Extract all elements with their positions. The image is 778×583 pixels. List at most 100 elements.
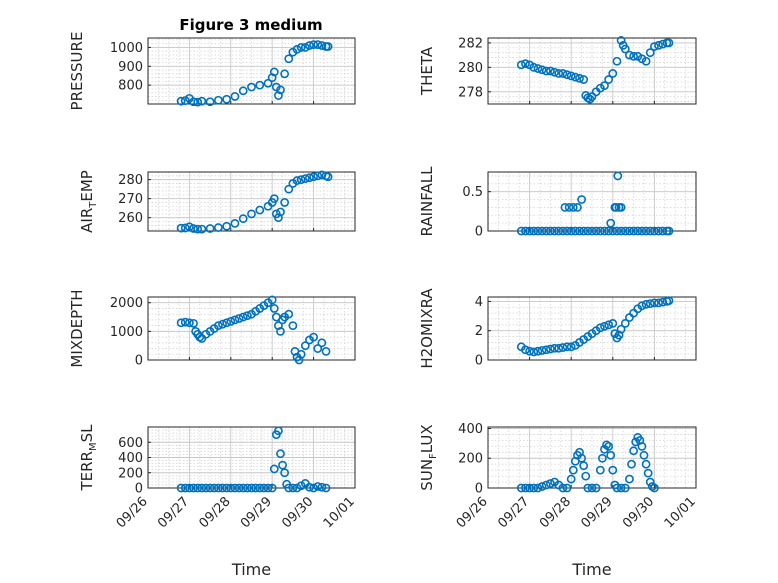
data-point (533, 346, 543, 356)
data-point (608, 69, 618, 78)
data-point (579, 461, 589, 471)
data-point (263, 78, 273, 88)
x-tick-label: 09/30 (620, 494, 657, 531)
data-point (274, 426, 283, 436)
data-point (317, 482, 327, 492)
data-point (292, 44, 302, 54)
data-point (562, 70, 572, 80)
data-point (288, 321, 298, 331)
y-tick-label: 260 (118, 211, 143, 226)
data-point (321, 483, 331, 493)
x-tick-label: 09/29 (238, 494, 275, 531)
data-point (276, 326, 285, 336)
data-point (654, 298, 663, 308)
data-point (641, 56, 651, 66)
data-point (238, 312, 248, 322)
data-point (625, 474, 634, 484)
subplot-sun-flux: 0 200 400 09/26 09/27 09/28 09/29 09/30 10/01 SUN… (418, 422, 699, 579)
x-tick-label: 10/01 (662, 494, 699, 531)
data-point (278, 460, 287, 470)
data-point (550, 226, 559, 236)
data-point (296, 43, 306, 52)
data-point (595, 465, 605, 475)
data-point (234, 314, 244, 323)
x-axis-label: Time (231, 560, 271, 579)
data-point (213, 95, 223, 105)
data-point (276, 449, 285, 459)
y-tick-label: 2 (475, 324, 483, 339)
data-point (566, 226, 576, 236)
data-point (516, 483, 526, 493)
data-point (197, 96, 207, 106)
data-point (641, 299, 651, 309)
y-tick-label: 280 (458, 61, 483, 76)
data-point (533, 483, 543, 493)
data-point (541, 226, 551, 236)
data-point (645, 477, 655, 487)
data-point (180, 317, 190, 327)
data-point (251, 483, 261, 493)
data-point (521, 483, 530, 493)
data-point (664, 38, 674, 48)
data-point (222, 318, 232, 328)
x-tick-label: 09/27 (495, 494, 532, 531)
data-point (201, 483, 211, 493)
data-point (620, 318, 630, 328)
data-point (546, 344, 555, 354)
data-point (645, 299, 655, 308)
data-point (255, 205, 265, 215)
data-point (323, 42, 333, 51)
data-point (294, 355, 304, 365)
data-point (613, 171, 623, 181)
data-point (608, 318, 618, 328)
data-point (263, 483, 273, 493)
data-point (176, 223, 186, 233)
data-point (267, 483, 277, 493)
data-point (529, 347, 539, 357)
data-point (541, 345, 551, 355)
data-point (213, 483, 223, 493)
data-point (305, 173, 314, 183)
data-point (317, 41, 327, 50)
y-axis-label: MIXDEPTH (68, 289, 86, 367)
data-point (321, 347, 331, 356)
data-point (664, 226, 674, 236)
data-point (620, 44, 630, 54)
data-point (176, 483, 186, 493)
data-point (521, 226, 530, 236)
data-point (541, 480, 551, 490)
x-tick-label: 10/01 (321, 494, 358, 531)
y-tick-label: 0 (475, 225, 483, 240)
data-point (238, 214, 248, 224)
y-axis-label: TERRMSL (78, 424, 99, 492)
data-point (581, 471, 591, 481)
data-point (269, 464, 279, 474)
data-point (292, 176, 302, 185)
data-point (541, 66, 551, 76)
subplot-rainfall: 0 0.5 RAINFALL (418, 166, 697, 240)
data-point (550, 67, 559, 77)
data-point (230, 92, 240, 101)
data-point (267, 73, 277, 82)
y-tick-label: 278 (458, 85, 483, 100)
data-point (554, 226, 564, 236)
y-tick-label: 200 (118, 466, 143, 481)
data-point (604, 320, 614, 330)
data-point (516, 60, 526, 70)
data-point (568, 202, 578, 212)
data-point (533, 64, 543, 73)
data-point (587, 483, 597, 493)
data-point (274, 321, 283, 331)
data-point (566, 71, 576, 81)
data-point (579, 75, 589, 84)
data-point (255, 483, 265, 493)
x-axis-label: Time (571, 560, 611, 579)
data-point (247, 82, 256, 92)
data-point (323, 172, 333, 182)
data-point (222, 221, 232, 231)
data-point (658, 226, 668, 236)
data-point (255, 80, 265, 90)
data-point (525, 346, 534, 356)
data-point (562, 342, 572, 352)
